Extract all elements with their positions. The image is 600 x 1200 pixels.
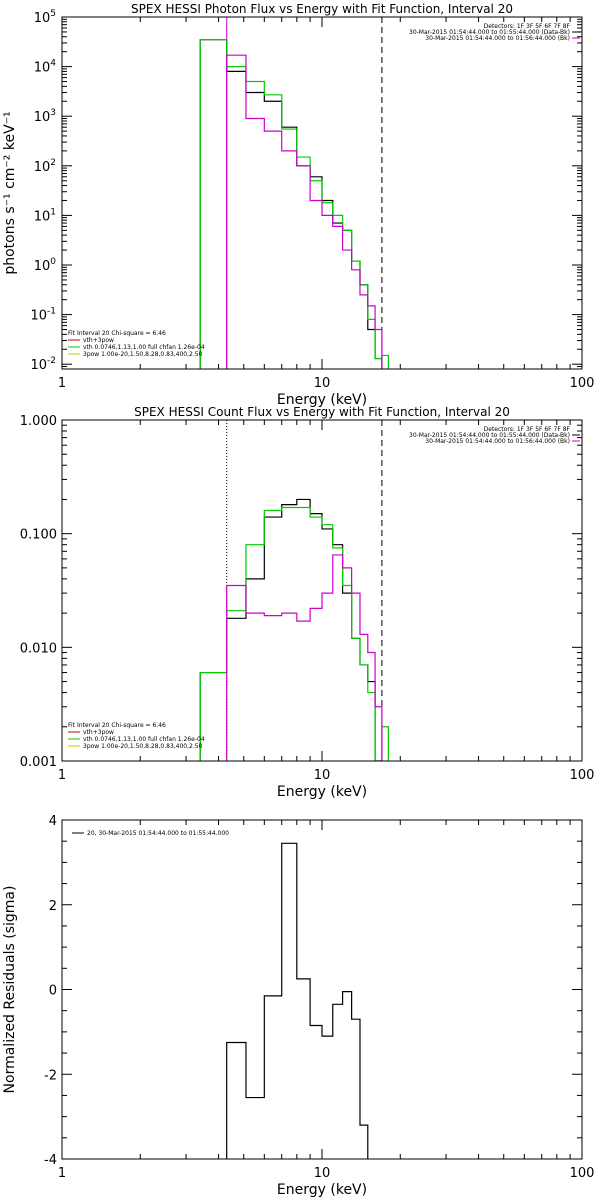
y-tick-label: 101 bbox=[34, 207, 56, 224]
y-tick-label: -2 bbox=[44, 1068, 57, 1083]
chart-title: SPEX HESSI Photon Flux vs Energy with Fi… bbox=[131, 2, 513, 16]
x-axis-label: Energy (keV) bbox=[277, 392, 367, 408]
y-tick-exponent: 1 bbox=[50, 207, 56, 217]
y-tick-label: 102 bbox=[34, 158, 56, 175]
info-text: 30-Mar-2015 01:54:44.000 to 01:55:44.000… bbox=[409, 432, 570, 439]
y-tick-label: 0.010 bbox=[20, 641, 57, 656]
y-tick-label: 1.000 bbox=[20, 414, 57, 429]
y-tick-base: 10 bbox=[34, 11, 51, 26]
y-tick-exponent: 0 bbox=[50, 257, 56, 267]
x-tick-label: 100 bbox=[570, 768, 595, 783]
legend-label: vth 0.0746,1.13,1.00 full chfan 1.26e-04 bbox=[83, 344, 205, 351]
y-tick-label: 0.001 bbox=[20, 755, 57, 770]
series-line-0 bbox=[199, 39, 383, 369]
series-line-0 bbox=[226, 842, 369, 1159]
y-tick-exponent: -1 bbox=[47, 307, 56, 317]
y-tick-base: 10 bbox=[34, 110, 51, 125]
y-tick-base: 10 bbox=[30, 358, 47, 373]
legend-label: 3pow 1.00e-20,1.50,8.28,0.83,400,2.50 bbox=[83, 743, 203, 750]
x-tick-label: 1 bbox=[58, 376, 66, 391]
fit-info-text: Fit Interval 20 Chi-square = 6.46 bbox=[68, 330, 166, 337]
series-line-2 bbox=[226, 554, 383, 761]
y-tick-base: 10 bbox=[34, 61, 51, 76]
legend-label: vth+3pow bbox=[83, 337, 114, 344]
fit-info-text: Fit Interval 20 Chi-square = 6.46 bbox=[68, 722, 166, 729]
info-text: 30-Mar-2015 01:54:44.000 to 01:55:44.000… bbox=[409, 29, 570, 36]
series-line-2 bbox=[226, 54, 383, 369]
x-tick-label: 1 bbox=[58, 768, 66, 783]
legend-label: 20, 30-Mar-2015 01:54:44.000 to 01:55:44… bbox=[87, 830, 229, 837]
y-tick-label: 10-2 bbox=[30, 356, 56, 373]
y-tick-label: 100 bbox=[34, 257, 57, 274]
x-tick-label: 10 bbox=[314, 768, 331, 783]
y-tick-label: 0.100 bbox=[20, 528, 57, 543]
y-tick-label: 10-1 bbox=[30, 307, 56, 324]
legend-label: vth 0.0746,1.13,1.00 full chfan 1.26e-04 bbox=[83, 736, 205, 743]
chart-title: SPEX HESSI Count Flux vs Energy with Fit… bbox=[134, 405, 510, 419]
x-axis-label: Energy (keV) bbox=[277, 784, 367, 800]
plot-frame bbox=[61, 419, 583, 762]
info-text: 30-Mar-2015 01:54:44.000 to 01:56:44.000… bbox=[425, 35, 570, 42]
info-text: Detectors: 1F 3F 5F 6F 7F 8F bbox=[484, 426, 571, 433]
y-tick-base: 10 bbox=[30, 309, 47, 324]
y-tick-exponent: 2 bbox=[50, 158, 56, 168]
info-text: Detectors: 1F 3F 5F 6F 7F 8F bbox=[484, 23, 571, 30]
y-tick-base: 10 bbox=[34, 160, 51, 175]
y-tick-label: 103 bbox=[34, 108, 56, 125]
x-axis-label: Energy (keV) bbox=[277, 1182, 367, 1198]
legend-label: 3pow 1.00e-20,1.50,8.28,0.83,400,2.50 bbox=[83, 351, 203, 358]
y-tick-label: 104 bbox=[34, 59, 57, 76]
y-tick-label: 105 bbox=[34, 9, 56, 26]
plot-frame bbox=[61, 16, 583, 370]
series-line-0 bbox=[199, 498, 382, 761]
x-tick-label: 10 bbox=[314, 376, 331, 391]
chart-panel-2: SPEX HESSI Count Flux vs Energy with Fit… bbox=[20, 405, 595, 800]
info-text: 30-Mar-2015 01:54:44.000 to 01:56:44.000… bbox=[425, 438, 570, 445]
chart-panel-1: SPEX HESSI Photon Flux vs Energy with Fi… bbox=[2, 2, 594, 408]
legend-label: vth+3pow bbox=[83, 729, 114, 736]
y-tick-exponent: 3 bbox=[50, 108, 56, 118]
x-tick-label: 10 bbox=[314, 1166, 331, 1181]
x-tick-label: 1 bbox=[58, 1166, 66, 1181]
x-tick-label: 100 bbox=[570, 376, 595, 391]
y-axis-label: Normalized Residuals (sigma) bbox=[2, 886, 18, 1094]
y-tick-label: 4 bbox=[49, 814, 57, 829]
y-tick-label: 0 bbox=[49, 984, 57, 999]
y-tick-exponent: 4 bbox=[50, 59, 56, 69]
series-line-1 bbox=[199, 39, 389, 369]
y-tick-exponent: 5 bbox=[50, 9, 56, 19]
chart-panel-3: 1 10 100 Energy (keV) -4 -2 0 2 4 Normalized Resi… bbox=[2, 814, 594, 1198]
y-tick-label: 2 bbox=[49, 899, 57, 914]
y-tick-exponent: -2 bbox=[47, 356, 56, 366]
y-tick-base: 10 bbox=[34, 209, 51, 224]
x-tick-label: 100 bbox=[570, 1166, 595, 1181]
y-axis-label: photons s⁻¹ cm⁻² keV⁻¹ bbox=[2, 111, 18, 274]
y-tick-base: 10 bbox=[34, 259, 51, 274]
plot-frame bbox=[61, 819, 583, 1160]
y-tick-label: -4 bbox=[44, 1153, 57, 1168]
